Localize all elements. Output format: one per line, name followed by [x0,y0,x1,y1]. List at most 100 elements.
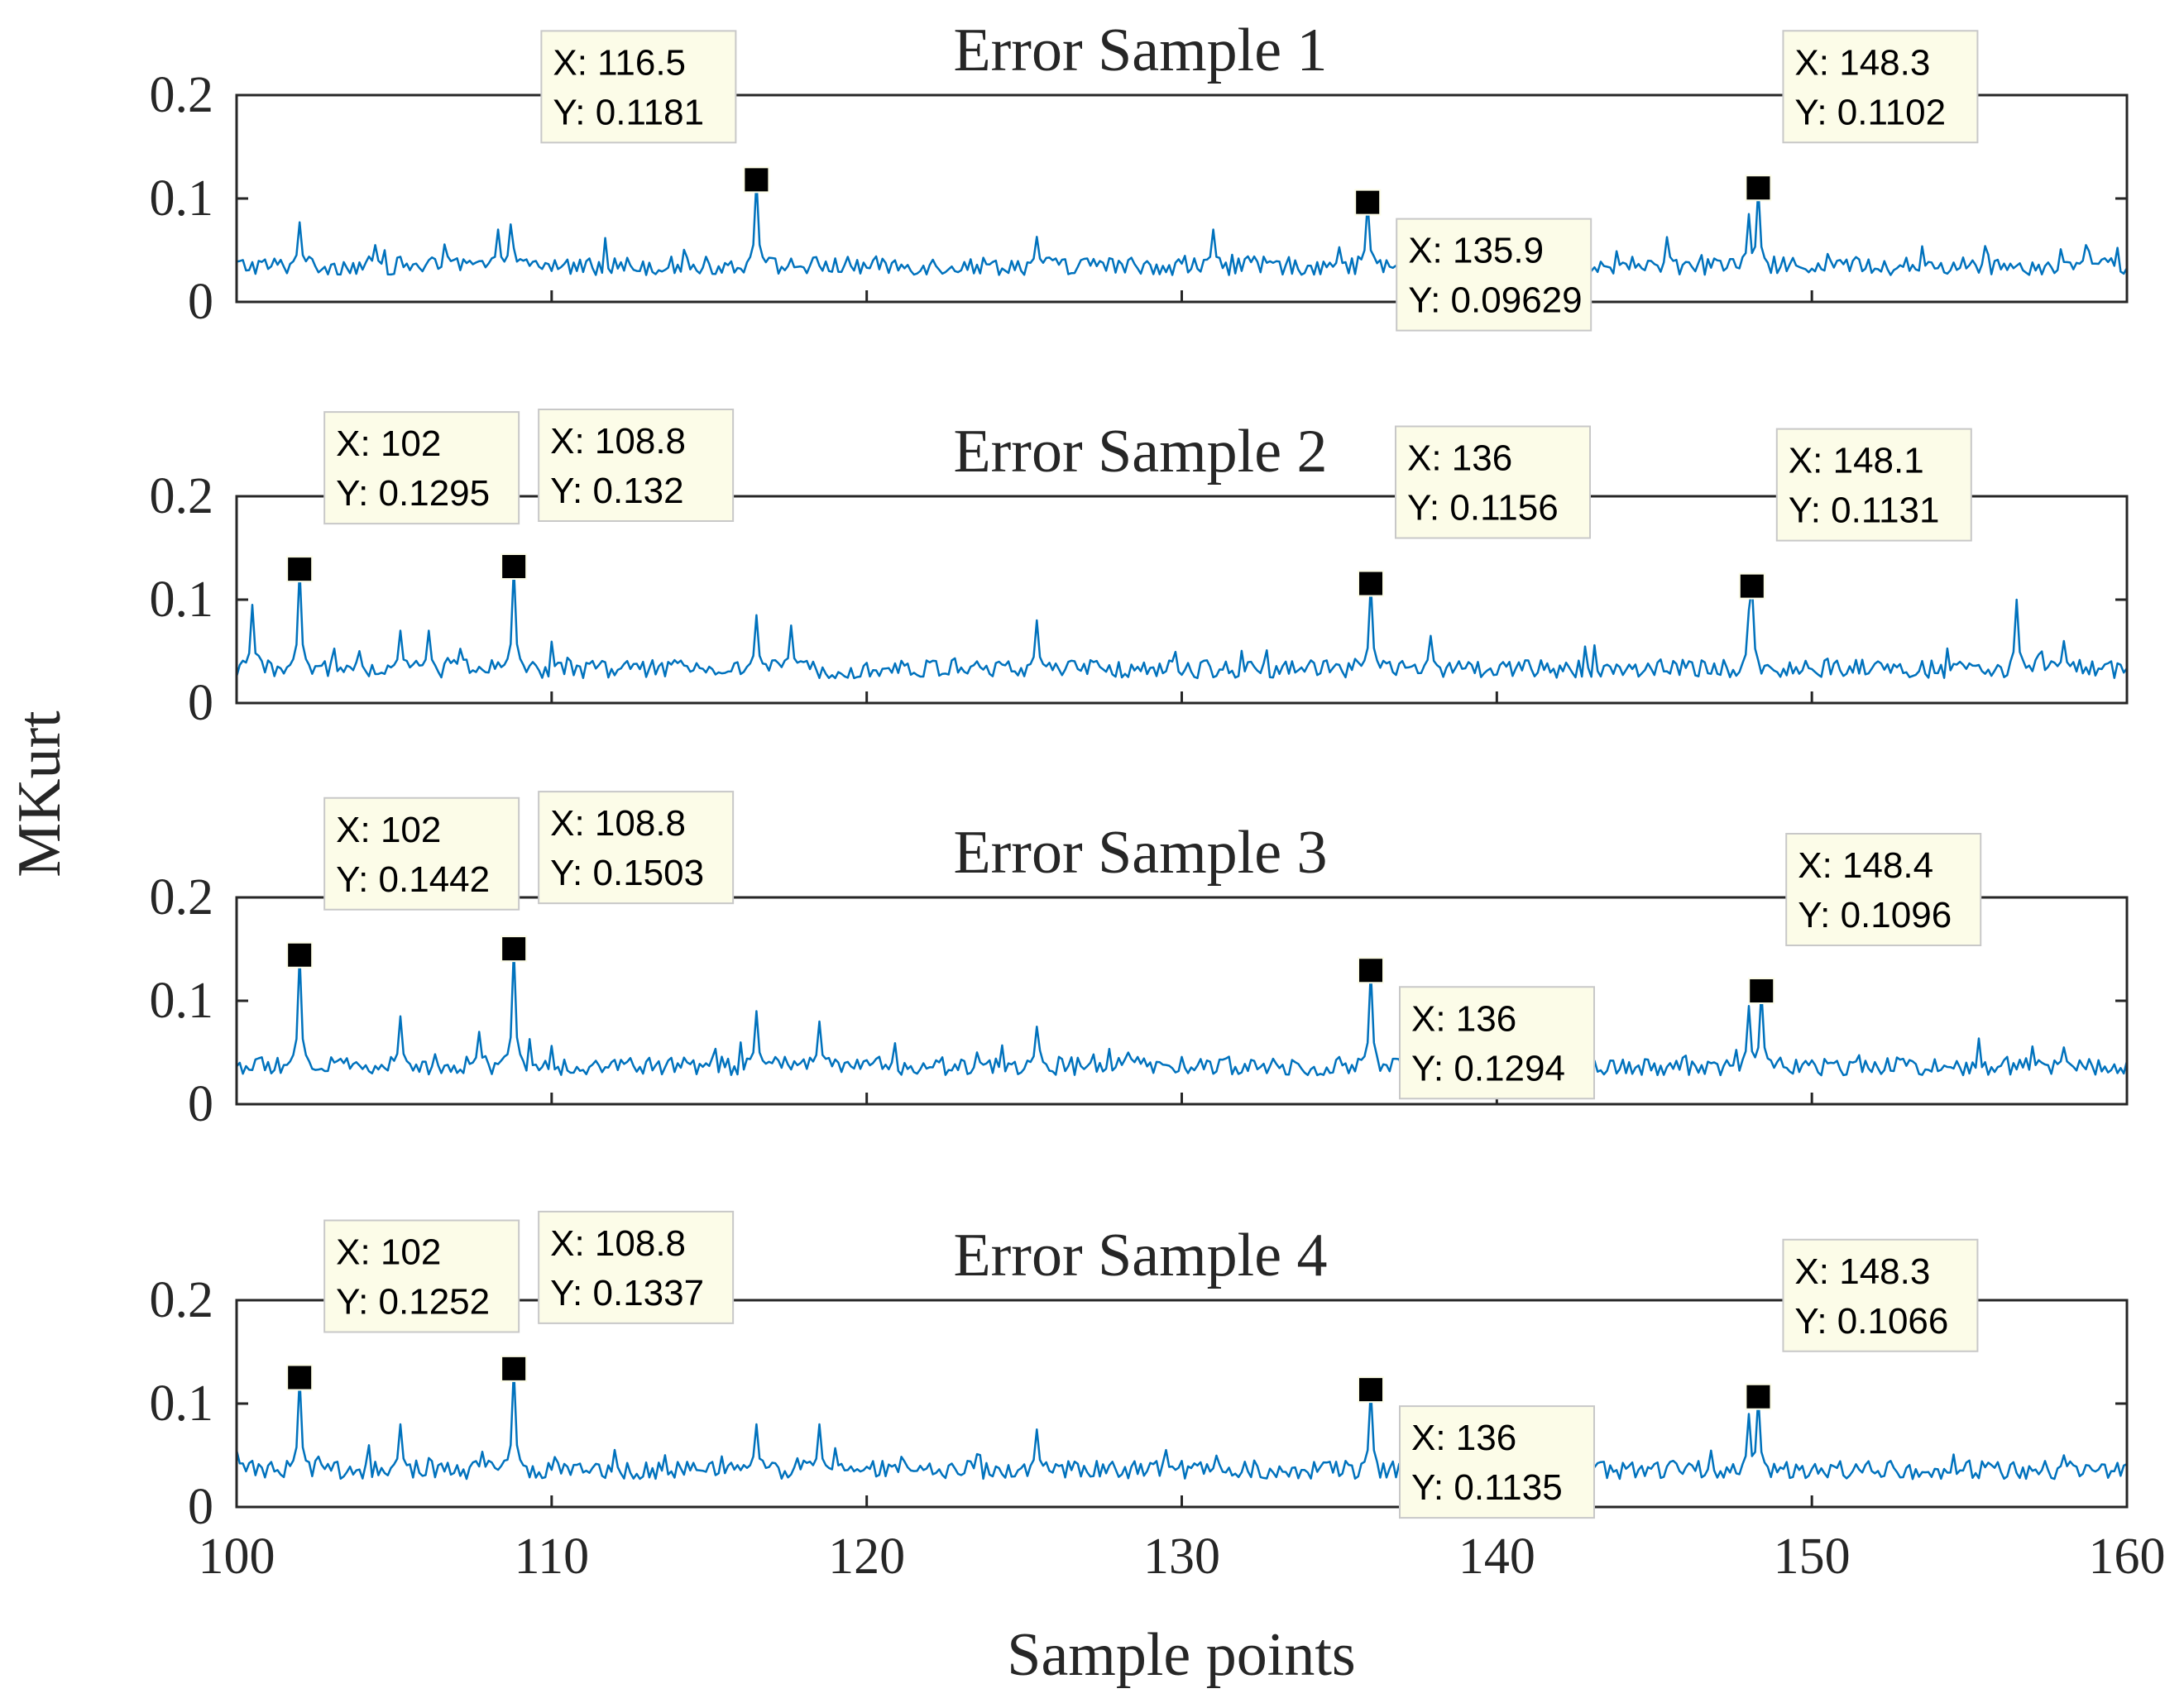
datatip[interactable]: X: 148.4 Y: 0.1096 [1785,833,1982,946]
datatip-marker[interactable] [1748,978,1775,1004]
datatip-x-label: X: 135.9 [1408,231,1544,271]
x-tick-label: 140 [1458,1528,1535,1585]
datatip-marker[interactable] [500,1355,528,1382]
datatip-y-label: Y: 0.1294 [1411,1048,1565,1088]
subplot-4: Error Sample 4 0 0.1 0.2 100 110 120 130 140 150 1… [150,1210,2166,1585]
datatip-x-label: X: 102 [336,423,441,464]
datatip[interactable]: X: 135.9 Y: 0.09629 [1396,218,1592,332]
datatip-marker[interactable] [286,941,314,969]
datatip-x-label: X: 102 [336,1232,441,1273]
datatip-marker[interactable] [1745,1383,1772,1410]
datatip-x-label: X: 116.5 [553,42,686,83]
datatip-box [1396,218,1592,332]
datatip-x-label: X: 136 [1407,438,1512,479]
datatip-y-label: Y: 0.09629 [1408,280,1582,321]
datatip[interactable]: X: 116.5 Y: 0.1181 [540,30,737,144]
datatip-y-label: Y: 0.1135 [1411,1467,1563,1508]
datatip-y-label: Y: 0.1102 [1794,92,1946,132]
datatip[interactable]: X: 148.1 Y: 0.1131 [1775,428,1972,542]
y-tick-label: 0.2 [150,67,214,123]
datatip-y-label: Y: 0.1442 [336,859,490,900]
datatip-x-label: X: 148.4 [1798,845,1933,886]
datatip-marker[interactable] [1738,572,1765,600]
datatip-x-label: X: 136 [1411,998,1516,1039]
y-tick-label: 0.1 [150,572,214,628]
datatip-marker[interactable] [1745,175,1772,202]
y-tick-label: 0.1 [150,1375,214,1432]
y-tick-label: 0.2 [150,1272,214,1328]
datatip-box [1775,428,1972,542]
datatip-box [540,30,737,144]
x-tick-label: 160 [2089,1528,2166,1585]
datatip[interactable]: X: 102 Y: 0.1252 [323,1219,520,1333]
x-tick-label: 150 [1774,1528,1851,1585]
y-tick-label: 0 [188,675,213,731]
datatip-box [1785,833,1982,946]
y-tick-label: 0.2 [150,468,214,524]
datatip[interactable]: X: 148.3 Y: 0.1102 [1782,30,1979,144]
datatip-x-label: X: 136 [1411,1418,1516,1458]
y-axis-label: MKurt [6,710,74,878]
datatip-marker[interactable] [1354,189,1382,216]
datatip-box [1395,425,1591,539]
subplot-title: Error Sample 1 [953,17,1327,84]
datatip-marker[interactable] [500,935,528,963]
x-axis-label: Sample points [1007,1621,1355,1689]
datatip-y-label: Y: 0.1096 [1798,895,1952,935]
x-tick-label: 120 [828,1528,905,1585]
datatip-x-label: X: 108.8 [550,421,686,462]
datatip-box [538,409,735,522]
datatip-box [1782,1238,1979,1352]
datatip-marker[interactable] [1358,1376,1384,1404]
datatip-marker[interactable] [286,556,314,583]
datatip-y-label: Y: 0.1066 [1794,1301,1948,1342]
datatip[interactable]: X: 102 Y: 0.1295 [323,411,520,525]
datatip[interactable]: X: 136 Y: 0.1294 [1399,986,1595,1100]
mkurt-series-line [236,179,2129,276]
datatip-y-label: Y: 0.1131 [1789,490,1940,531]
datatip[interactable]: X: 108.8 Y: 0.132 [538,409,735,522]
datatip[interactable]: X: 136 Y: 0.1135 [1399,1405,1595,1519]
datatip-box [323,411,520,525]
mkurt-series-line [236,947,2129,1077]
y-tick-label: 0 [188,1479,213,1535]
datatip-x-label: X: 108.8 [550,1223,686,1264]
datatip-y-label: Y: 0.1337 [550,1273,704,1313]
y-tick-label: 0.2 [150,869,214,926]
datatip[interactable]: X: 108.8 Y: 0.1337 [538,1210,735,1324]
datatip[interactable]: X: 108.8 Y: 0.1503 [538,791,735,905]
mkurt-series-line [235,565,2129,680]
datatip-box [538,791,735,905]
datatip-y-label: Y: 0.132 [550,471,683,511]
datatip-marker[interactable] [286,1364,314,1391]
datatip-y-label: Y: 0.1181 [553,92,704,132]
datatip-marker[interactable] [1358,570,1384,597]
datatip-x-label: X: 148.3 [1794,42,1930,83]
y-tick-label: 0.1 [150,170,214,227]
datatip[interactable]: X: 136 Y: 0.1156 [1395,425,1591,539]
datatip-x-label: X: 108.8 [550,803,686,844]
datatip-box [1399,1405,1595,1519]
datatip-x-label: X: 148.3 [1794,1251,1930,1292]
x-tick-label: 110 [514,1528,589,1585]
datatip[interactable]: X: 102 Y: 0.1442 [323,796,520,911]
datatip-marker[interactable] [500,553,528,580]
datatip-y-label: Y: 0.1156 [1407,488,1559,529]
datatip-x-label: X: 148.1 [1789,441,1924,481]
datatip-marker[interactable] [1358,957,1384,984]
subplot-title: Error Sample 3 [953,819,1327,887]
datatip[interactable]: X: 148.3 Y: 0.1066 [1782,1238,1979,1352]
datatip-y-label: Y: 0.1252 [336,1282,490,1323]
subplot-title: Error Sample 4 [953,1222,1327,1289]
datatip-y-label: Y: 0.1503 [550,853,704,893]
datatip-box [1782,30,1979,144]
y-tick-label: 0.1 [150,973,214,1029]
datatip-marker[interactable] [743,166,770,194]
datatip-x-label: X: 102 [336,810,441,850]
x-tick-label: 130 [1143,1528,1220,1585]
datatip-box [1399,986,1595,1100]
datatip-box [538,1210,735,1324]
datatip-y-label: Y: 0.1295 [336,473,490,514]
